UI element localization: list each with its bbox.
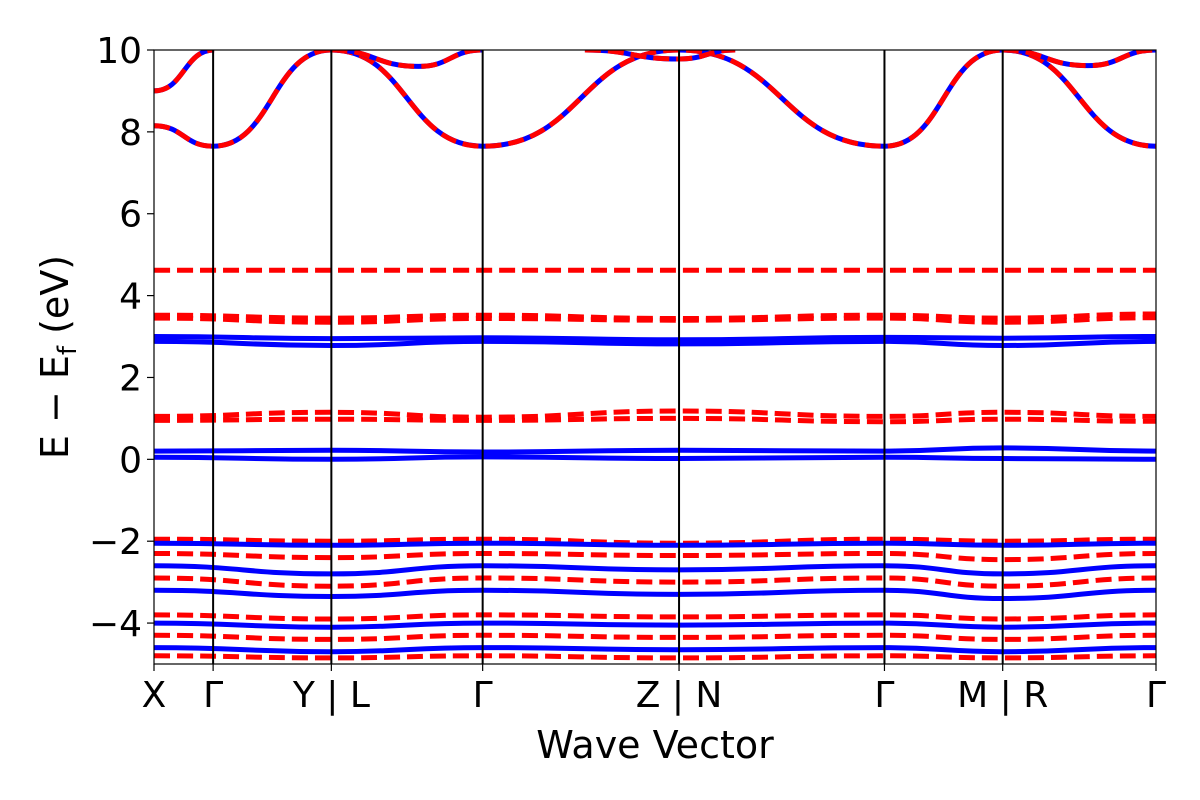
y-axis: −4 −2 0 2 4 6 8 10 — [89, 31, 154, 645]
x-tick-label-7: Γ — [1146, 675, 1166, 716]
y-tick-label-6: 8 — [119, 113, 142, 154]
y-axis-title-unit: (eV) — [33, 255, 77, 346]
band-line-20 — [154, 540, 1156, 548]
y-tick-label-3: 2 — [119, 358, 142, 399]
x-tick-label-4: Z | N — [636, 675, 723, 716]
y-axis-title-subscript: f — [53, 345, 83, 355]
band-line-1 — [154, 50, 1156, 149]
x-axis-title: Wave Vector — [536, 723, 774, 767]
y-tick-label-2: 0 — [119, 440, 142, 481]
band-line-3 — [154, 50, 215, 94]
plot-frame — [153, 49, 1157, 665]
y-tick-label-0: −4 — [89, 604, 142, 645]
x-tick-label-6: M | R — [957, 675, 1048, 716]
y-axis-title-main: E − E — [33, 355, 77, 459]
y-axis-title: E − Ef (eV) — [33, 255, 83, 459]
band-line-16 — [154, 415, 1156, 425]
band-line-5 — [331, 50, 483, 69]
x-tick-label-1: Γ — [203, 675, 223, 716]
y-tick-label-1: −2 — [89, 522, 142, 563]
band-line-18 — [154, 454, 1156, 462]
band-line-29 — [154, 653, 1156, 661]
y-tick-label-4: 4 — [119, 277, 142, 318]
y-tick-label-7: 10 — [96, 31, 142, 72]
x-tick-label-3: Γ — [473, 675, 493, 716]
band-line-9 — [1002, 50, 1156, 69]
high-symmetry-lines — [212, 50, 1004, 664]
x-tick-label-0: X — [142, 675, 167, 716]
x-tick-label-2: Y | L — [292, 675, 370, 716]
x-tick-label-5: Γ — [874, 675, 894, 716]
y-tick-label-5: 6 — [119, 195, 142, 236]
